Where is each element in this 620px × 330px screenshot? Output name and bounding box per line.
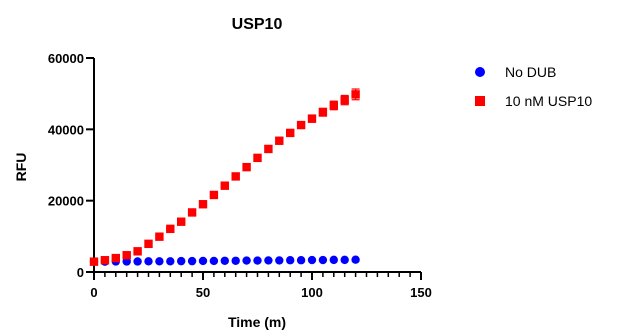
data-point [155, 257, 164, 266]
data-point [253, 153, 262, 163]
data-point [166, 224, 175, 234]
data-point [286, 128, 295, 138]
x-tick-label: 50 [196, 285, 210, 300]
data-point [122, 251, 131, 260]
data-point [144, 257, 153, 266]
data-point [111, 253, 120, 263]
legend-label: 10 nM USP10 [505, 93, 592, 109]
data-point [187, 256, 197, 266]
legend-marker-square [475, 96, 485, 106]
data-point [340, 255, 349, 265]
series-2 [89, 88, 360, 266]
data-point [242, 162, 251, 172]
data-point [286, 256, 295, 265]
y-tick-label: 20000 [48, 194, 84, 209]
data-point [209, 256, 219, 266]
data-point [177, 256, 186, 266]
legend-label: No DUB [505, 64, 556, 80]
plot-area [89, 88, 360, 266]
data-point [264, 256, 273, 265]
data-point [351, 90, 360, 99]
data-point [187, 208, 197, 217]
data-point [307, 114, 317, 123]
y-tick-label: 0 [77, 265, 84, 280]
x-tick-label: 150 [410, 285, 432, 300]
data-point [275, 256, 284, 265]
data-point [133, 257, 142, 266]
data-point [340, 95, 349, 105]
data-point [329, 101, 338, 110]
data-point [144, 239, 153, 249]
x-tick-label: 0 [90, 285, 97, 300]
data-point [351, 255, 360, 264]
data-point [275, 136, 284, 145]
y-tick-label: 60000 [48, 51, 84, 66]
axes: 0 50 100 150 0 20000 40000 60000 [48, 51, 432, 300]
data-point [133, 247, 142, 256]
data-point [155, 232, 164, 241]
data-point [242, 256, 251, 265]
y-axis-label: RFU [13, 153, 29, 182]
data-point [198, 200, 208, 209]
data-point [209, 190, 219, 200]
data-point [296, 120, 306, 130]
legend: No DUB 10 nM USP10 [475, 64, 592, 109]
data-point [329, 255, 338, 265]
data-point [264, 144, 273, 154]
legend-marker-circle [475, 67, 485, 77]
y-tick-label: 40000 [48, 122, 84, 137]
data-point [198, 256, 208, 266]
data-point [220, 256, 229, 265]
data-point [296, 256, 306, 265]
chart-title: USP10 [232, 16, 283, 33]
data-point [318, 255, 328, 265]
data-point [231, 256, 240, 265]
data-point [89, 257, 99, 266]
x-axis-label: Time (m) [228, 314, 286, 330]
data-point [177, 217, 186, 226]
data-point [318, 108, 328, 117]
data-point [307, 255, 317, 265]
x-tick-label: 100 [301, 285, 323, 300]
data-point [166, 257, 175, 266]
data-point [100, 256, 110, 265]
data-point [220, 181, 229, 190]
data-point [231, 172, 240, 181]
data-point [253, 256, 262, 265]
